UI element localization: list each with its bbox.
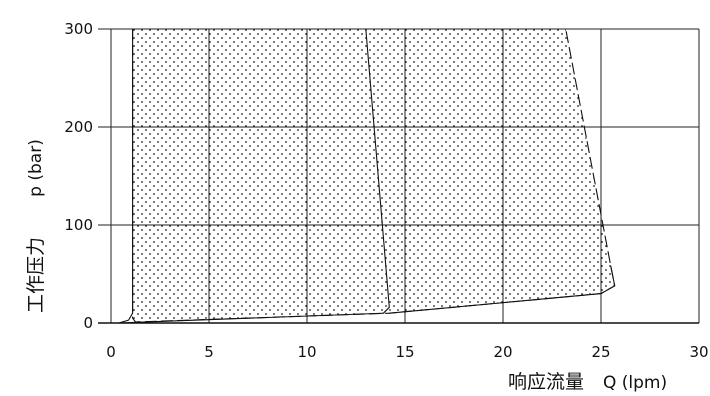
solid-curve-2 xyxy=(118,28,390,324)
y-axis-unit: p (bar) xyxy=(26,139,46,197)
solid-curve-1 xyxy=(118,28,134,324)
x-tick-label-20: 20 xyxy=(493,343,512,361)
y-tick-label-200: 200 xyxy=(64,118,93,136)
x-axis-unit: Q (lpm) xyxy=(603,373,667,393)
x-tick-label-15: 15 xyxy=(395,343,414,361)
dotted-region xyxy=(132,29,615,322)
x-tick-label-5: 5 xyxy=(204,343,214,361)
curves xyxy=(118,28,616,324)
x-axis-label: 响应流量 xyxy=(508,371,584,393)
y-axis-label: 工作压力 xyxy=(25,237,47,313)
shaded-operating-region xyxy=(132,29,615,322)
x-tick-label-25: 25 xyxy=(591,343,610,361)
x-tick-label-0: 0 xyxy=(106,343,116,361)
x-tick-label-10: 10 xyxy=(297,343,316,361)
y-tick-label-0: 0 xyxy=(83,314,93,332)
y-tick-label-100: 100 xyxy=(64,216,93,234)
y-tick-label-300: 300 xyxy=(64,20,93,38)
x-tick-label-30: 30 xyxy=(689,343,708,361)
solid-curve-3 xyxy=(388,265,616,314)
